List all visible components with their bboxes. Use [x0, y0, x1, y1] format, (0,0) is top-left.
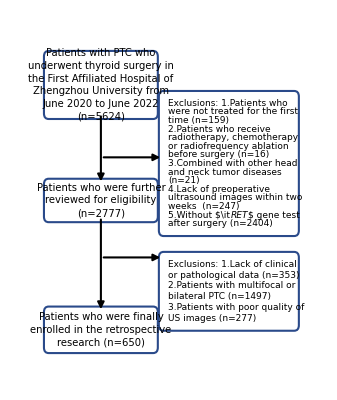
- FancyBboxPatch shape: [44, 179, 158, 222]
- Text: Patients with PTC who
underwent thyroid surgery in
the First Affiliated Hospital: Patients with PTC who underwent thyroid …: [28, 48, 174, 122]
- Text: Exclusions: 1.Patients who: Exclusions: 1.Patients who: [168, 99, 288, 108]
- Text: Exclusions: 1.Lack of clinical: Exclusions: 1.Lack of clinical: [168, 260, 297, 269]
- Text: or pathological data (n=353): or pathological data (n=353): [168, 270, 300, 280]
- Text: RET: RET: [230, 211, 248, 220]
- Text: or radiofrequency ablation: or radiofrequency ablation: [168, 142, 289, 151]
- Text: 4.Lack of preoperative: 4.Lack of preoperative: [168, 185, 270, 194]
- Text: US images (n=277): US images (n=277): [168, 314, 256, 323]
- Text: before surgery (n=16): before surgery (n=16): [168, 150, 270, 159]
- Text: after surgery (n=2404): after surgery (n=2404): [168, 219, 273, 228]
- Text: ultrasound images within two: ultrasound images within two: [168, 194, 303, 202]
- Text: 2.Patients with multifocal or: 2.Patients with multifocal or: [168, 281, 296, 290]
- FancyBboxPatch shape: [159, 91, 299, 236]
- FancyBboxPatch shape: [44, 306, 158, 353]
- Text: weeks  (n=247): weeks (n=247): [168, 202, 240, 211]
- Text: 5.Without $\it: 5.Without $\it: [168, 211, 230, 220]
- Text: radiotherapy, chemotherapy: radiotherapy, chemotherapy: [168, 133, 298, 142]
- Text: (n=21): (n=21): [168, 176, 200, 185]
- Text: Patients who were finally
enrolled in the retrospective
research (n=650): Patients who were finally enrolled in th…: [30, 312, 172, 348]
- Text: 3.Combined with other head: 3.Combined with other head: [168, 159, 298, 168]
- Text: 2.Patients who receive: 2.Patients who receive: [168, 124, 271, 134]
- Text: and neck tumor diseases: and neck tumor diseases: [168, 168, 282, 177]
- Text: bilateral PTC (n=1497): bilateral PTC (n=1497): [168, 292, 271, 301]
- Text: 3.Patients with poor quality of: 3.Patients with poor quality of: [168, 303, 305, 312]
- FancyBboxPatch shape: [159, 252, 299, 331]
- Text: time (n=159): time (n=159): [168, 116, 229, 125]
- Text: Patients who were further
reviewed for eligibility
(n=2777): Patients who were further reviewed for e…: [36, 183, 165, 218]
- Text: were not treated for the first: were not treated for the first: [168, 107, 298, 116]
- Text: $ gene test: $ gene test: [248, 211, 300, 220]
- FancyBboxPatch shape: [44, 51, 158, 119]
